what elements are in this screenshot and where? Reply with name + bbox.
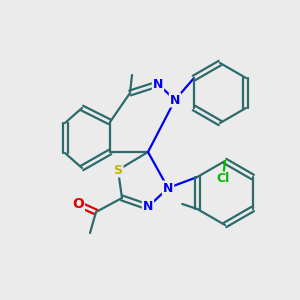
Text: S: S: [113, 164, 122, 176]
Text: N: N: [153, 77, 163, 91]
Text: Cl: Cl: [216, 172, 230, 185]
Text: N: N: [163, 182, 173, 194]
Text: O: O: [72, 197, 84, 211]
Text: N: N: [170, 94, 180, 106]
Text: N: N: [143, 200, 153, 214]
